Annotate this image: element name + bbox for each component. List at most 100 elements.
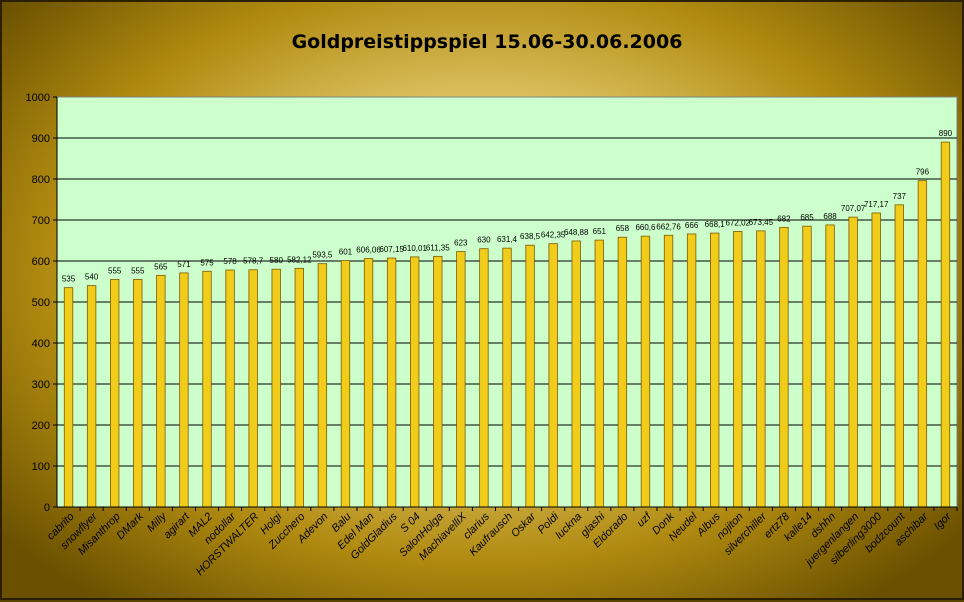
bar — [133, 279, 143, 508]
bars — [63, 141, 951, 508]
bar — [710, 232, 720, 508]
bar — [456, 251, 466, 508]
data-label: 593,5 — [312, 251, 333, 260]
data-label: 578,7 — [243, 257, 264, 266]
data-label: 631,4 — [497, 235, 518, 244]
data-label: 555 — [131, 266, 145, 275]
bar — [640, 235, 651, 508]
bar — [502, 247, 512, 508]
data-labels: 535 540 555 555 565 571 575 578 578,7 580 582,1259… — [62, 129, 953, 284]
y-tick-label: 800 — [32, 174, 50, 186]
data-label: 796 — [916, 168, 930, 177]
x-tick-label: agirart — [162, 510, 193, 541]
data-label: 672,02 — [726, 218, 751, 227]
bar — [871, 212, 881, 508]
data-label: 666 — [685, 221, 699, 230]
x-tick-label: Oskar — [509, 510, 539, 540]
bar — [86, 285, 97, 508]
x-tick-label: luckna — [553, 511, 584, 542]
bar — [156, 274, 166, 508]
y-tick-label: 500 — [32, 297, 50, 309]
y-tick-label: 0 — [44, 502, 50, 514]
bar — [940, 141, 951, 508]
data-label: 571 — [177, 260, 191, 269]
bar — [363, 258, 374, 508]
data-label: 580 — [270, 256, 284, 265]
bar — [594, 239, 604, 508]
bar — [271, 268, 281, 508]
y-tick-label: 600 — [32, 256, 50, 268]
data-label: 623 — [454, 239, 468, 248]
bar — [571, 240, 581, 508]
y-tick-label: 1000 — [26, 92, 50, 104]
data-label: 658 — [616, 224, 630, 233]
bar — [779, 226, 789, 508]
bar — [825, 224, 835, 508]
data-label: 601 — [339, 248, 353, 257]
y-tick-label: 200 — [32, 420, 50, 432]
bar — [617, 236, 628, 508]
bar — [225, 269, 235, 508]
data-label: 682 — [777, 214, 791, 223]
y-tick-label: 300 — [32, 379, 50, 391]
data-label: 535 — [62, 275, 76, 284]
data-label: 685 — [800, 213, 814, 222]
data-label: 737 — [893, 192, 907, 201]
bar — [63, 287, 74, 508]
bar — [802, 225, 812, 508]
bar — [202, 270, 212, 508]
data-label: 688 — [823, 212, 837, 221]
data-label: 607,15 — [379, 245, 404, 254]
data-label: 611,35 — [426, 243, 450, 252]
bar — [317, 263, 328, 508]
bar — [294, 267, 304, 508]
data-label: 890 — [939, 129, 953, 138]
data-label: 660,6 — [635, 223, 656, 232]
x-tick-label: Igor — [932, 510, 955, 533]
y-axis: 0 100 200 300 400 500 600 700 800 900 1000 — [26, 92, 957, 514]
data-label: 642,35 — [541, 231, 566, 240]
bar — [525, 244, 535, 508]
data-label: 610,01 — [402, 244, 427, 253]
data-label: 648,88 — [564, 228, 589, 237]
data-label: 582,12 — [287, 255, 312, 264]
data-label: 630 — [477, 236, 491, 245]
bar — [733, 231, 743, 508]
data-label: 555 — [108, 266, 122, 275]
data-label: 606,06 — [356, 246, 381, 255]
bar — [663, 234, 674, 508]
data-label: 575 — [200, 258, 214, 267]
data-label: 565 — [154, 262, 168, 271]
bar — [410, 256, 420, 508]
bar — [548, 243, 558, 508]
data-label: 578 — [223, 257, 237, 266]
bar — [756, 230, 766, 508]
y-tick-label: 400 — [32, 338, 50, 350]
data-label: 673,45 — [749, 218, 774, 227]
bar — [179, 272, 189, 508]
data-label: 540 — [85, 273, 99, 282]
bar — [848, 216, 858, 508]
data-label: 638,5 — [520, 232, 541, 241]
chart-title: Goldpreistippspiel 15.06-30.06.2006 — [292, 31, 683, 53]
bar — [894, 204, 904, 508]
bar — [686, 233, 697, 508]
data-label: 651 — [593, 227, 607, 236]
bar — [248, 269, 258, 508]
y-tick-label: 700 — [32, 215, 50, 227]
bar — [917, 180, 928, 508]
data-label: 707,07 — [841, 204, 866, 213]
data-label: 717,17 — [864, 200, 889, 209]
y-tick-label: 100 — [32, 461, 50, 473]
y-tick-label: 900 — [32, 133, 50, 145]
bar — [479, 248, 489, 508]
data-label: 668,1 — [705, 220, 726, 229]
bar — [110, 279, 120, 508]
bar — [433, 255, 443, 508]
data-label: 662,76 — [656, 222, 681, 231]
bar — [340, 260, 351, 508]
x-tick-label: DMark — [115, 510, 147, 542]
